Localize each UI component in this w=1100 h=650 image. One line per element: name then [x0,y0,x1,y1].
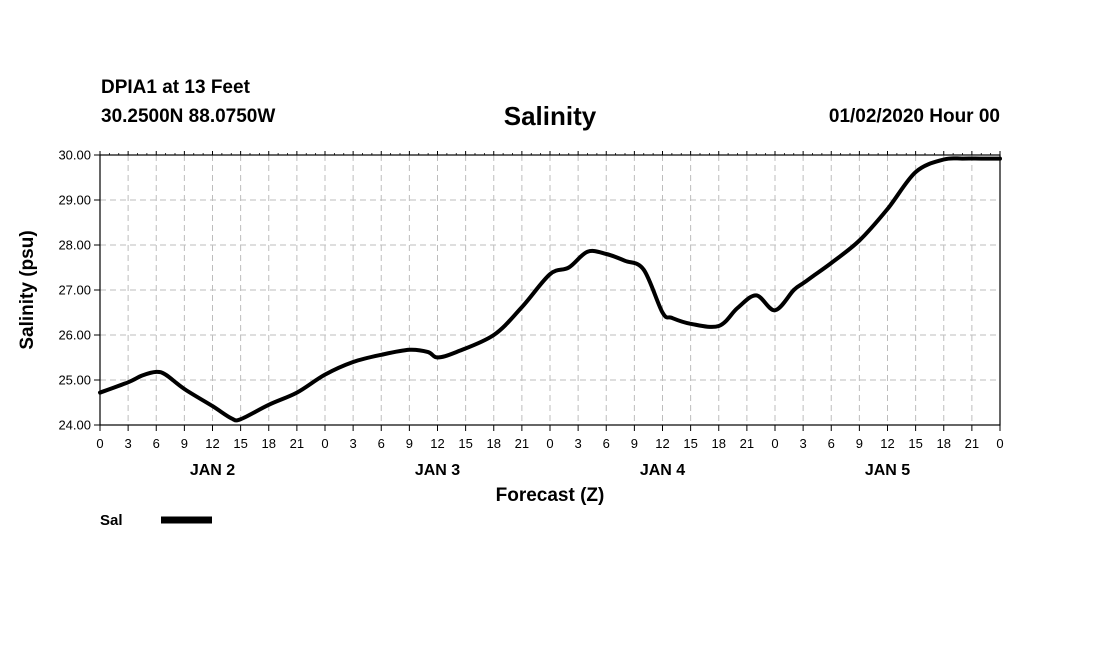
station-label: DPIA1 at 13 Feet [101,77,250,98]
x-tick-label: 9 [181,436,188,451]
x-tick-label: 15 [458,436,472,451]
x-tick-label: 0 [321,436,328,451]
x-tick-label: 12 [205,436,219,451]
y-tick-label: 24.00 [58,418,91,433]
x-tick-label: 21 [740,436,754,451]
x-tick-label: 0 [96,436,103,451]
legend: Sal [100,512,212,529]
coordinates-label: 30.2500N 88.0750W [101,106,276,127]
x-tick-label: 18 [937,436,951,451]
x-tick-label: 9 [631,436,638,451]
x-tick-label: 6 [153,436,160,451]
x-tick-label: 9 [406,436,413,451]
x-tick-label: 0 [771,436,778,451]
day-label: JAN 2 [190,462,235,479]
x-tick-label: 15 [683,436,697,451]
forecast-datetime: 01/02/2020 Hour 00 [828,106,1000,127]
grid-lines [99,154,1001,426]
x-tick-label: 6 [603,436,610,451]
day-label: JAN 5 [865,462,910,479]
x-tick-label: 15 [908,436,922,451]
y-tick-label: 26.00 [58,328,91,343]
x-tick-label: 3 [350,436,357,451]
y-tick-label: 27.00 [58,283,91,298]
series-layer [98,156,1002,423]
chart-title: Salinity [503,101,597,131]
y-tick-label: 30.00 [58,148,91,163]
day-label: JAN 4 [640,462,685,479]
x-tick-label: 0 [996,436,1003,451]
x-tick-label: 21 [965,436,979,451]
x-tick-label: 21 [515,436,529,451]
legend-label-sal: Sal [100,512,123,529]
y-tick-label: 28.00 [58,238,91,253]
y-axis-label: Salinity (psu) [17,230,38,349]
x-tick-label: 3 [125,436,132,451]
day-label: JAN 3 [415,462,460,479]
x-tick-label: 18 [262,436,276,451]
x-tick-label: 0 [546,436,553,451]
series-line-sal [98,156,1002,423]
x-tick-label: 3 [800,436,807,451]
x-tick-label: 12 [655,436,669,451]
x-tick-label: 18 [712,436,726,451]
axes-layer: 24.00 25.00 26.00 27.00 28.00 29.00 30.00 0 3 6 9 1… [58,148,1003,480]
x-tick-label: 12 [430,436,444,451]
x-tick-label: 21 [290,436,304,451]
x-tick-label: 3 [575,436,582,451]
y-tick-label: 25.00 [58,373,91,388]
x-axis-label: Forecast (Z) [496,485,605,506]
x-tick-label: 9 [856,436,863,451]
x-tick-label: 6 [828,436,835,451]
x-tick-label: 12 [880,436,894,451]
x-tick-label: 18 [487,436,501,451]
y-tick-label: 29.00 [58,193,91,208]
x-tick-label: 6 [378,436,385,451]
x-tick-label: 15 [233,436,247,451]
